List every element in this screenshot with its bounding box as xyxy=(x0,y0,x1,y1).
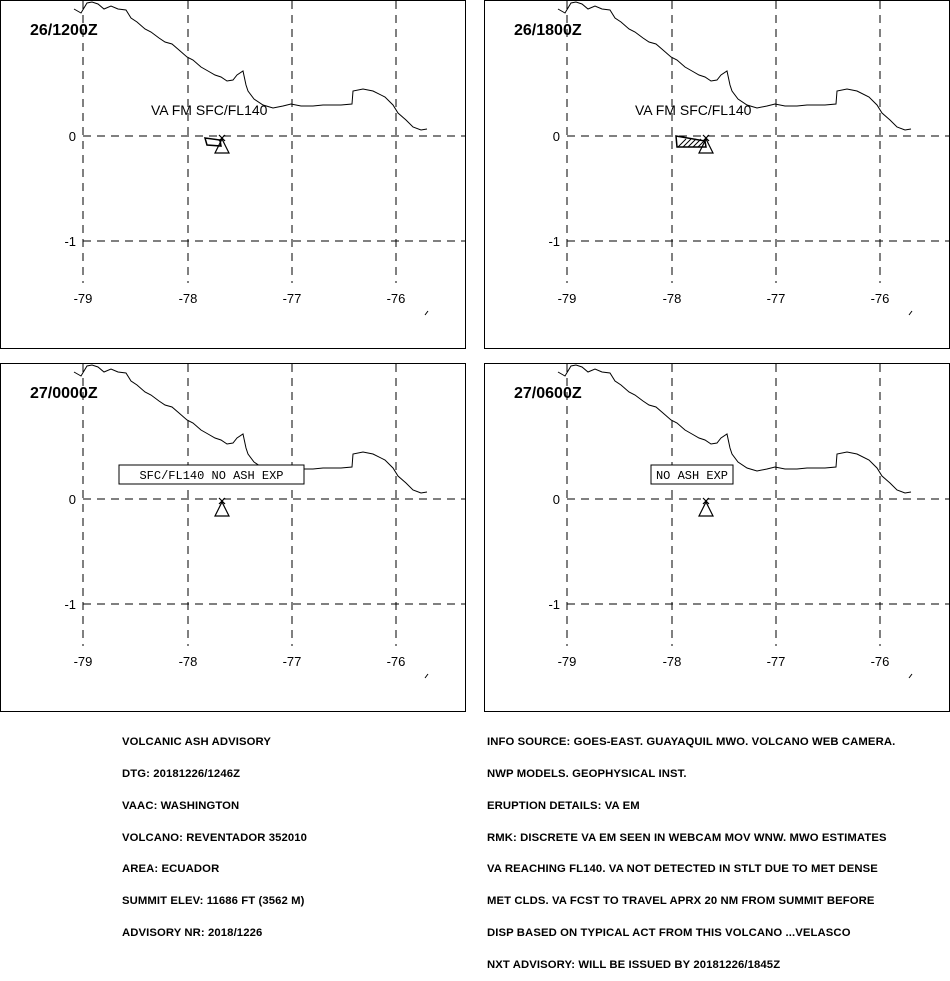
border-line xyxy=(557,1,912,131)
advisory-line: NWP MODELS. GEOPHYSICAL INST. xyxy=(487,767,687,780)
border-line xyxy=(557,364,912,494)
advisory-line: VAAC: WASHINGTON xyxy=(122,799,240,812)
advisory-header-text: VOLCANIC ASH ADVISORY DTG: 20181226/1246… xyxy=(122,716,307,949)
latitude-label: 0 xyxy=(69,492,76,507)
advisory-line: ERUPTION DETAILS: VA EM xyxy=(487,799,640,812)
ash-extent-label: VA FM SFC/FL140 xyxy=(151,102,268,118)
longitude-label: -76 xyxy=(387,654,406,669)
longitude-label: -76 xyxy=(871,291,890,306)
advisory-remarks-text: INFO SOURCE: GOES-EAST. GUAYAQUIL MWO. V… xyxy=(487,716,895,981)
volcano-icon xyxy=(214,500,230,517)
advisory-line: INFO SOURCE: GOES-EAST. GUAYAQUIL MWO. V… xyxy=(487,736,896,749)
latitude-label: -1 xyxy=(64,234,76,249)
longitude-label: -79 xyxy=(74,654,93,669)
advisory-line: RMK: DISCRETE VA EM SEEN IN WEBCAM MOV W… xyxy=(487,831,887,844)
valid-time-label: 26/1800Z xyxy=(514,22,582,39)
map-panel-4: -79 -78 -77 -76 0 -1 27/0600Z NO ASH EXP xyxy=(484,363,950,712)
advisory-line: DTG: 20181226/1246Z xyxy=(122,767,241,780)
longitude-label: -78 xyxy=(663,291,682,306)
border-line xyxy=(73,1,428,131)
longitude-label: -76 xyxy=(871,654,890,669)
ash-status-label: SFC/FL140 NO ASH EXP xyxy=(139,469,283,483)
latitude-label: 0 xyxy=(553,492,560,507)
valid-time-label: 27/0000Z xyxy=(30,385,98,402)
advisory-line: DISP BASED ON TYPICAL ACT FROM THIS VOLC… xyxy=(487,926,851,939)
advisory-line: NXT ADVISORY: WILL BE ISSUED BY 20181226… xyxy=(487,958,781,971)
map-canvas: -79 -78 -77 -76 0 -1 27/0000Z SFC/FL140 NO ASH … xyxy=(30,364,465,679)
advisory-line: SUMMIT ELEV: 11686 FT (3562 M) xyxy=(122,895,305,908)
longitude-label: -76 xyxy=(387,291,406,306)
longitude-label: -77 xyxy=(767,654,786,669)
advisory-line: AREA: ECUADOR xyxy=(122,863,220,876)
ash-extent-label: VA FM SFC/FL140 xyxy=(635,102,752,118)
longitude-label: -79 xyxy=(558,291,577,306)
border-line xyxy=(73,364,428,494)
advisory-line: VOLCANIC ASH ADVISORY xyxy=(122,736,271,749)
longitude-label: -79 xyxy=(74,291,93,306)
advisory-line: MET CLDS. VA FCST TO TRAVEL APRX 20 NM F… xyxy=(487,895,875,908)
ash-status-label: NO ASH EXP xyxy=(656,469,728,483)
map-panel-2: -79 -78 -77 -76 0 -1 26/1800Z VA FM SFC/FL140 xyxy=(484,0,950,349)
valid-time-label: 27/0600Z xyxy=(514,385,582,402)
longitude-label: -78 xyxy=(179,654,198,669)
valid-time-label: 26/1200Z xyxy=(30,22,98,39)
map-panel-3: -79 -78 -77 -76 0 -1 27/0000Z SFC/FL140 NO ASH … xyxy=(0,363,466,712)
ash-cloud-polygon xyxy=(675,135,707,148)
advisory-line: VA REACHING FL140. VA NOT DETECTED IN ST… xyxy=(487,863,878,876)
longitude-label: -77 xyxy=(767,291,786,306)
advisory-line: ADVISORY NR: 2018/1226 xyxy=(122,926,263,939)
latitude-label: -1 xyxy=(64,597,76,612)
ash-status-box xyxy=(118,464,305,485)
longitude-label: -78 xyxy=(179,291,198,306)
longitude-label: -77 xyxy=(283,654,302,669)
latitude-label: -1 xyxy=(548,234,560,249)
map-canvas: -79 -78 -77 -76 0 -1 27/0600Z NO ASH EXP xyxy=(514,364,949,679)
longitude-label: -77 xyxy=(283,291,302,306)
map-canvas: -79 -78 -77 -76 0 -1 26/1200Z VA FM SFC/FL140 xyxy=(30,1,465,316)
longitude-label: -78 xyxy=(663,654,682,669)
latitude-label: 0 xyxy=(69,129,76,144)
longitude-label: -79 xyxy=(558,654,577,669)
map-canvas: -79 -78 -77 -76 0 -1 26/1800Z VA FM SFC/FL140 xyxy=(514,1,949,316)
ash-cloud-polygon xyxy=(203,137,222,147)
ash-status-box xyxy=(650,464,734,485)
latitude-label: -1 xyxy=(548,597,560,612)
map-panel-1: -79 -78 -77 -76 0 -1 26/1200Z VA FM SFC/FL140 xyxy=(0,0,466,349)
advisory-line: VOLCANO: REVENTADOR 352010 xyxy=(122,831,308,844)
latitude-label: 0 xyxy=(553,129,560,144)
volcano-icon xyxy=(698,500,714,517)
